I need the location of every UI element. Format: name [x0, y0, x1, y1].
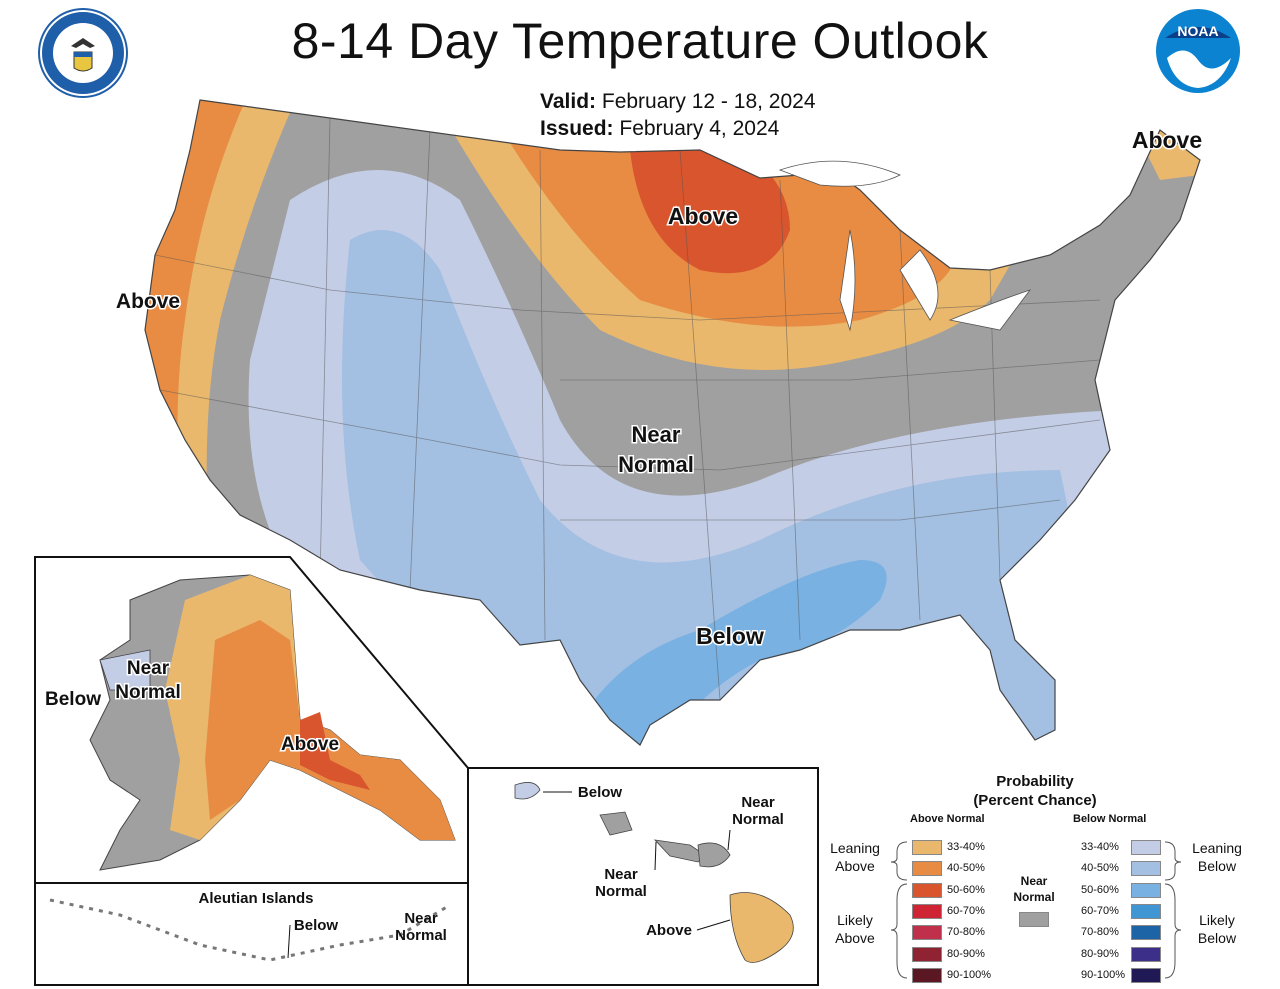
noaa-logo: NOAA: [1155, 8, 1241, 94]
issued-label: Issued:: [540, 117, 614, 140]
legend-below-swatch-4: [1131, 925, 1161, 941]
legend-title: Probability (Percent Chance): [940, 772, 1130, 810]
likely-below-line1: Likely: [1199, 912, 1235, 928]
legend-near-normal-label: Near Normal: [1008, 873, 1060, 905]
legend-below-range-2: 50-60%: [1081, 883, 1119, 896]
legend-below-range-1: 40-50%: [1081, 862, 1119, 875]
label-alaska-above: Above: [281, 734, 339, 755]
legend-leaning-above: Leaning Above: [826, 839, 884, 875]
legend-above-range-4: 70-80%: [947, 926, 985, 939]
alaska-inset: Below Near Normal Above Aleutian Islands…: [34, 556, 469, 986]
label-alaska-near-line1: Near: [127, 658, 170, 679]
legend-leaning-below: Leaning Below: [1187, 839, 1247, 875]
hawaii-inset: Below Near Normal Near Normal Above: [467, 767, 819, 986]
legend-below-header: Below Normal: [1073, 813, 1147, 825]
label-hawaii-below: Below: [578, 784, 623, 801]
oahu-island: [599, 811, 633, 836]
label-hawaii-near-2-line1: Near: [604, 866, 638, 883]
legend-above-swatch-1: [912, 861, 942, 877]
legend-above-range-1: 40-50%: [947, 862, 985, 875]
legend-below-swatch-2: [1131, 882, 1161, 898]
likely-below-line2: Below: [1197, 930, 1237, 946]
label-alaska-near-line2: Normal: [115, 682, 180, 703]
legend-above-swatch-5: [912, 946, 942, 962]
near-normal-line1: Near: [1020, 874, 1048, 888]
lake-huron: [899, 249, 939, 321]
legend-below-swatch-6: [1131, 967, 1161, 983]
legend-below-range-4: 70-80%: [1081, 926, 1119, 939]
alaska-below-region: [99, 649, 151, 691]
map-title: 8-14 Day Temperature Outlook: [291, 13, 989, 69]
below-50-60-region: [560, 560, 887, 745]
legend-title-line2: (Percent Chance): [973, 792, 1097, 809]
legend-below-swatch-3: [1131, 903, 1161, 919]
near-normal-line2: Normal: [1013, 890, 1055, 904]
alaska-above-40-50: [205, 620, 455, 840]
likely-above-line2: Above: [835, 930, 875, 946]
big-island: [729, 892, 794, 963]
aleutian-title: Aleutian Islands: [198, 890, 313, 907]
label-hawaii-above: Above: [646, 922, 692, 939]
legend-title-line1: Probability: [996, 773, 1074, 790]
label-hawaii-near-1-line1: Near: [741, 794, 775, 811]
label-near-normal-conus: Near: [632, 422, 681, 447]
legend-above-swatch-6: [912, 967, 942, 983]
legend-above-swatch-3: [912, 903, 942, 919]
legend-below-swatch-5: [1131, 946, 1161, 962]
noaa-logo-text: NOAA: [1177, 23, 1218, 39]
label-alaska-below: Below: [45, 689, 101, 710]
leaning-below-line1: Leaning: [1192, 840, 1242, 856]
state-boundaries: [154, 117, 1101, 701]
label-hawaii-near-2-line2: Normal: [595, 883, 647, 900]
label-near-normal-conus-line2: Normal: [618, 452, 694, 477]
issued-line: Issued: February 4, 2024: [540, 117, 779, 141]
maui-island: [697, 842, 731, 868]
label-above-north: Above: [668, 203, 738, 229]
label-above-maine: Above: [1132, 127, 1202, 153]
legend-above-swatch-2: [912, 882, 942, 898]
leaning-above-line2: Above: [835, 858, 875, 874]
lake-erie: [948, 289, 1032, 331]
legend-likely-below: Likely Below: [1187, 911, 1247, 947]
aleutian-chain: [49, 898, 451, 962]
legend-above-range-6: 90-100%: [947, 968, 992, 981]
label-above-west: Above: [116, 290, 180, 313]
label-aleutian-near-line1: Near: [404, 910, 438, 927]
legend-above-swatch-4: [912, 925, 942, 941]
legend-below-range-0: 33-40%: [1081, 841, 1119, 853]
valid-line: Valid: February 12 - 18, 2024: [540, 90, 816, 114]
label-hawaii-near-1-line2: Normal: [732, 811, 784, 828]
legend-below-range-5: 80-90%: [1081, 947, 1119, 960]
conus-outline: [144, 99, 1201, 746]
leaning-above-line1: Leaning: [830, 840, 880, 856]
label-aleutian-near-line2: Normal: [395, 927, 447, 944]
legend-below-range-6: 90-100%: [1081, 968, 1126, 981]
leaning-below-line2: Below: [1197, 858, 1237, 874]
legend-above-range-2: 50-60%: [947, 883, 985, 896]
valid-dates: February 12 - 18, 2024: [601, 90, 816, 113]
kauai-island: [514, 782, 541, 800]
legend-above-header: Above Normal: [910, 813, 985, 825]
label-below-south: Below: [696, 623, 764, 649]
legend-above-range-0: 33-40%: [947, 841, 985, 853]
issued-date: February 4, 2024: [619, 117, 780, 140]
label-aleutian-below: Below: [294, 917, 339, 934]
label-near-normal-conus-line1: Near: [632, 422, 681, 447]
legend-near-normal-swatch: [1019, 912, 1049, 927]
legend-below-range-3: 60-70%: [1081, 904, 1119, 917]
legend-below-swatch-1: [1131, 861, 1161, 877]
lake-michigan: [839, 229, 856, 332]
commerce-seal-logo: [38, 8, 128, 98]
legend-likely-above: Likely Above: [826, 911, 884, 947]
valid-label: Valid:: [540, 90, 597, 113]
legend-above-range-5: 80-90%: [947, 947, 985, 960]
alaska-above-50-60: [300, 712, 370, 790]
likely-above-line1: Likely: [837, 912, 873, 928]
legend-above-range-3: 60-70%: [947, 904, 985, 917]
lake-superior: [778, 160, 901, 187]
legend-below-swatch-0: [1131, 840, 1161, 855]
legend-above-swatch-0: [912, 840, 942, 855]
